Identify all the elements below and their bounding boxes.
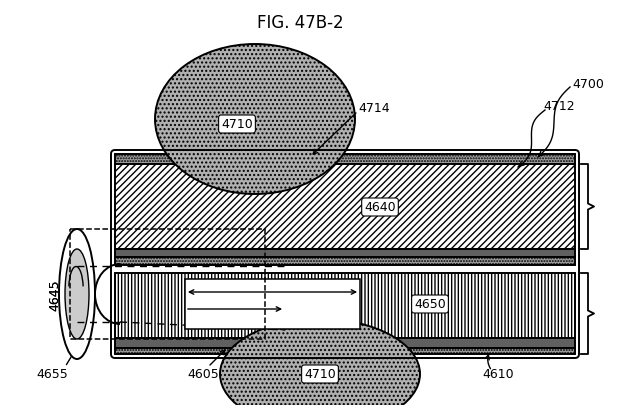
Bar xyxy=(115,155,575,164)
Bar xyxy=(115,273,575,338)
Bar xyxy=(115,338,575,348)
Bar xyxy=(185,279,360,329)
Ellipse shape xyxy=(155,45,355,194)
Text: 4645: 4645 xyxy=(49,279,61,310)
Text: 4610: 4610 xyxy=(482,368,514,381)
Bar xyxy=(115,348,575,354)
Text: 4710: 4710 xyxy=(304,368,336,381)
Bar xyxy=(115,257,575,265)
Text: 4605: 4605 xyxy=(187,368,219,381)
Text: 4650: 4650 xyxy=(414,298,446,311)
Ellipse shape xyxy=(65,249,89,339)
Ellipse shape xyxy=(220,319,420,405)
Text: 4656: 4656 xyxy=(259,284,291,297)
Text: 4714: 4714 xyxy=(358,101,390,114)
Bar xyxy=(115,164,575,249)
Text: 4700: 4700 xyxy=(572,77,604,90)
Bar xyxy=(70,230,265,339)
Text: 4655: 4655 xyxy=(36,368,68,381)
Ellipse shape xyxy=(59,230,95,359)
Text: 4645: 4645 xyxy=(49,279,61,310)
Text: 4710: 4710 xyxy=(221,118,253,131)
Text: 側面図: 側面図 xyxy=(261,46,285,59)
Text: 4640: 4640 xyxy=(364,201,396,214)
Text: FIG. 47B-2: FIG. 47B-2 xyxy=(257,14,343,32)
Text: 4712: 4712 xyxy=(543,100,575,113)
Text: 4657: 4657 xyxy=(247,301,279,314)
Bar xyxy=(115,249,575,257)
